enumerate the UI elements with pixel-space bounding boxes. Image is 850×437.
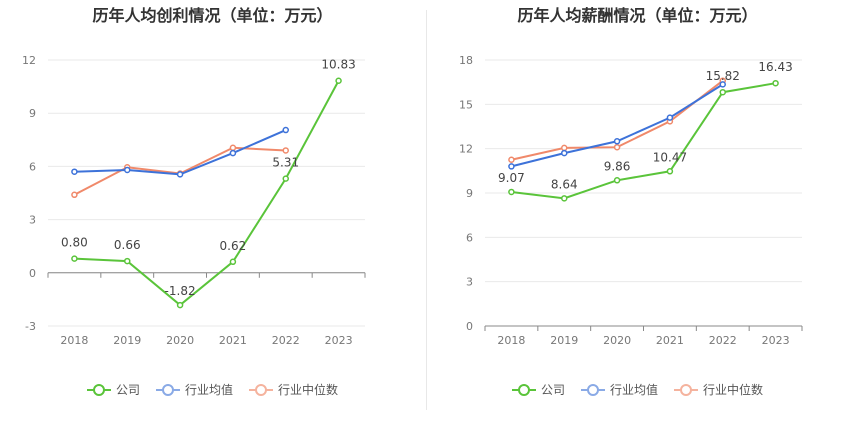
y-tick-label: 9 — [29, 107, 36, 120]
series-line-industry-avg — [74, 129, 287, 176]
series-line-industry-avg — [511, 83, 724, 168]
data-point-industry-avg — [282, 126, 289, 134]
data-point-company — [124, 257, 131, 265]
legend-median-marker-icon — [249, 383, 273, 396]
x-tick-label: 2022 — [709, 334, 737, 347]
data-label: -1.82 — [165, 284, 196, 298]
data-label: 15.82 — [706, 69, 740, 83]
legend-company-marker-icon — [86, 383, 111, 396]
data-label: 10.83 — [321, 58, 355, 72]
data-point-industry-median — [71, 191, 78, 199]
x-tick-label: 2023 — [325, 334, 353, 347]
data-label: 16.43 — [758, 60, 792, 74]
legend-company[interactable]: 公司 — [86, 381, 140, 398]
data-point-industry-avg — [71, 168, 78, 175]
legend-avg-label: 行业均值 — [609, 383, 658, 397]
legend-company-label: 公司 — [540, 383, 565, 397]
chart-title: 历年人均创利情况（单位：万元） — [92, 6, 333, 25]
legend-company[interactable]: 公司 — [511, 381, 565, 398]
chart-legend: 公司 行业均值 行业中位数 — [0, 381, 425, 398]
legend-company-marker-icon — [511, 383, 536, 396]
data-point-industry-median — [229, 144, 237, 152]
y-tick-label: 18 — [459, 54, 473, 67]
x-tick-label: 2022 — [272, 334, 300, 347]
data-point-industry-avg — [508, 163, 515, 170]
y-tick-label: -3 — [25, 320, 36, 333]
salary-chart-panel: 历年人均薪酬情况（单位：万元） 0 3 6 9 12 15 18 2018 2019 2020 20… — [425, 0, 850, 437]
y-tick-label: 6 — [29, 160, 36, 173]
panel-divider — [426, 10, 427, 410]
x-tick-label: 2021 — [219, 334, 247, 347]
data-point-company — [772, 79, 779, 87]
data-point-company — [719, 88, 726, 96]
x-tick-label: 2021 — [656, 334, 684, 347]
data-point-company — [508, 188, 515, 196]
data-point-company — [71, 255, 78, 262]
x-tick-label: 2018 — [60, 334, 88, 347]
data-point-company — [561, 195, 568, 202]
legend-industry-avg[interactable]: 行业均值 — [580, 381, 658, 398]
y-tick-label: 3 — [29, 214, 36, 227]
data-label: 8.64 — [551, 177, 578, 191]
data-point-industry-avg — [124, 166, 131, 174]
chart-legend: 公司 行业均值 行业中位数 — [425, 381, 850, 398]
chart-title: 历年人均薪酬情况（单位：万元） — [517, 6, 758, 25]
y-tick-label: 9 — [466, 187, 473, 200]
y-tick-label: 12 — [22, 54, 36, 67]
data-point-industry-median — [508, 156, 515, 163]
data-point-industry-avg — [229, 149, 237, 157]
series-line-company — [511, 82, 776, 200]
legend-industry-median[interactable]: 行业中位数 — [674, 381, 763, 398]
legend-company-label: 公司 — [115, 383, 140, 397]
legend-industry-median[interactable]: 行业中位数 — [249, 381, 338, 398]
profit-chart-plot: -3 0 3 6 9 12 2018 2019 2020 2021 2022 2023 0.80 0.66… — [22, 54, 366, 347]
salary-chart-plot: 0 3 6 9 12 15 18 2018 2019 2020 2021 2022 2023 9.07 8.… — [459, 54, 803, 347]
x-tick-label: 2018 — [497, 334, 525, 347]
x-tick-label: 2019 — [550, 334, 578, 347]
y-tick-label: 3 — [466, 276, 473, 289]
data-point-company — [335, 77, 342, 84]
y-tick-label: 0 — [29, 267, 36, 280]
x-tick-label: 2019 — [113, 334, 141, 347]
data-point-industry-avg — [176, 171, 184, 178]
data-label: 9.86 — [604, 159, 631, 173]
legend-avg-label: 行业均值 — [184, 383, 233, 397]
data-point-industry-avg — [561, 149, 568, 157]
y-tick-label: 12 — [459, 143, 473, 156]
data-point-industry-median — [613, 143, 621, 151]
y-tick-label: 6 — [466, 231, 473, 244]
legend-avg-marker-icon — [580, 383, 605, 396]
profit-chart-panel: 历年人均创利情况（单位：万元） -3 0 3 6 9 12 2018 2019 2020 2021… — [0, 6, 425, 398]
data-label: 9.07 — [498, 171, 525, 185]
data-label: 5.31 — [272, 156, 299, 170]
data-point-company — [666, 168, 674, 175]
legend-median-label: 行业中位数 — [278, 383, 339, 397]
y-tick-label: 15 — [459, 98, 473, 111]
data-point-industry-avg — [719, 81, 726, 88]
legend-industry-avg[interactable]: 行业均值 — [155, 381, 233, 398]
x-tick-label: 2023 — [762, 334, 790, 347]
data-point-company — [282, 175, 289, 182]
data-point-industry-median — [282, 147, 289, 154]
data-point-company — [229, 258, 237, 266]
x-tick-label: 2020 — [603, 334, 631, 347]
y-tick-label: 0 — [466, 320, 473, 333]
series-line-company — [74, 80, 340, 307]
data-label: 0.62 — [220, 239, 247, 253]
data-point-industry-avg — [613, 138, 621, 145]
data-label: 10.47 — [653, 150, 687, 164]
data-point-company — [176, 301, 184, 309]
data-label: 0.66 — [114, 238, 141, 252]
data-point-industry-median — [561, 144, 568, 152]
x-tick-label: 2020 — [166, 334, 194, 347]
data-label: 0.80 — [61, 236, 88, 250]
legend-median-label: 行业中位数 — [703, 383, 764, 397]
legend-median-marker-icon — [674, 383, 698, 396]
legend-avg-marker-icon — [155, 383, 180, 396]
data-point-company — [613, 177, 621, 184]
data-point-industry-avg — [666, 114, 674, 121]
